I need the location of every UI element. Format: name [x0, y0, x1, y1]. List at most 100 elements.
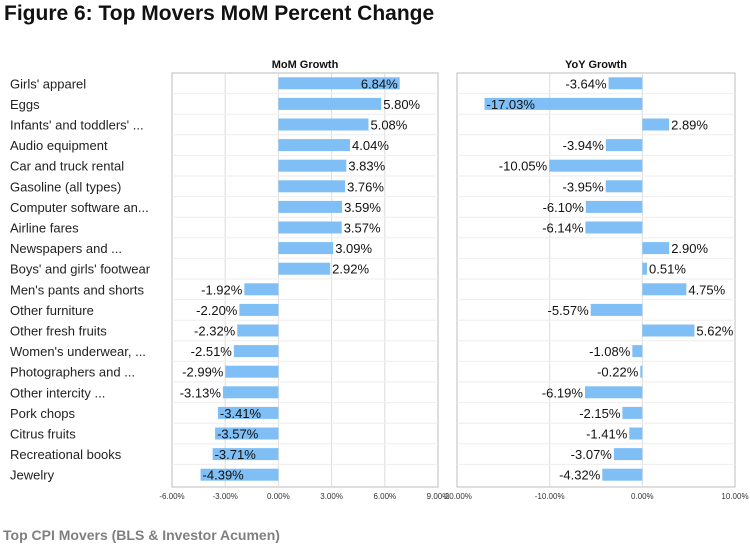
category-label: Car and truck rental — [10, 159, 124, 174]
data-label: -6.10% — [543, 200, 585, 215]
bar — [585, 200, 643, 213]
bar — [278, 139, 351, 152]
category-label: Photographers and ... — [10, 365, 135, 380]
data-label: 3.59% — [344, 200, 381, 215]
bar — [622, 406, 643, 419]
bar — [585, 221, 643, 234]
data-label: 0.51% — [649, 262, 686, 277]
data-label: 3.57% — [344, 221, 381, 236]
bar — [212, 448, 279, 461]
panel-title: MoM Growth — [272, 59, 339, 71]
data-label: -17.03% — [487, 97, 536, 112]
category-label: Airline fares — [10, 221, 79, 236]
category-label: Other intercity ... — [10, 385, 105, 400]
data-label: -1.41% — [586, 427, 628, 442]
bar — [584, 386, 643, 399]
bar — [602, 468, 643, 481]
tick-label: -10.00% — [535, 492, 565, 501]
source-footer: Top CPI Movers (BLS & Investor Acumen) — [3, 527, 280, 543]
data-label: -1.08% — [589, 344, 631, 359]
bar — [605, 180, 643, 193]
data-label: -2.51% — [191, 344, 233, 359]
category-label: Audio equipment — [10, 138, 108, 153]
figure-title: Figure 6: Top Movers MoM Percent Change — [4, 2, 435, 25]
data-label: 5.80% — [383, 97, 420, 112]
bar — [642, 283, 687, 296]
category-label: Other furniture — [10, 303, 94, 318]
data-label: 2.92% — [332, 262, 369, 277]
tick-label: -6.00% — [159, 492, 184, 501]
panel-frame — [456, 72, 736, 488]
tick-label: 0.00% — [267, 492, 290, 501]
tick-label: -3.00% — [213, 492, 238, 501]
bar — [233, 345, 279, 358]
bar — [278, 97, 382, 110]
bar — [244, 283, 279, 296]
bar — [629, 427, 643, 440]
category-label: Newspapers and ... — [10, 241, 122, 256]
data-label: 6.84% — [361, 76, 398, 91]
data-label: -3.71% — [215, 447, 257, 462]
category-label: Jewelry — [10, 468, 55, 483]
data-label: -2.20% — [196, 303, 238, 318]
bar — [549, 159, 643, 172]
data-label: 4.04% — [352, 138, 389, 153]
tick-label: 6.00% — [373, 492, 396, 501]
bar — [484, 97, 643, 110]
category-label: Other fresh fruits — [10, 324, 107, 339]
category-label: Boys' and girls' footwear — [10, 262, 151, 277]
data-label: -6.14% — [542, 221, 584, 236]
category-label: Infants' and toddlers' ... — [10, 118, 144, 133]
data-label: -3.07% — [571, 447, 613, 462]
category-label: Gasoline (all types) — [10, 179, 121, 194]
tick-label: 9.00% — [427, 492, 450, 501]
panel-title: YoY Growth — [565, 59, 627, 71]
tick-label: 10.00% — [721, 492, 748, 501]
data-label: 5.08% — [370, 118, 407, 133]
bar — [640, 365, 643, 378]
bar — [278, 221, 342, 234]
data-label: -6.19% — [542, 385, 584, 400]
data-label: 3.76% — [347, 179, 384, 194]
category-label: Girls' apparel — [10, 76, 86, 91]
bar — [278, 262, 331, 275]
bar — [608, 77, 643, 90]
tick-label: -20.00% — [442, 492, 472, 501]
bar — [642, 118, 670, 131]
bar — [217, 406, 279, 419]
category-label: Men's pants and shorts — [10, 282, 144, 297]
bar — [278, 180, 346, 193]
bar — [613, 448, 643, 461]
data-label: 3.09% — [335, 241, 372, 256]
top-movers-chart: Girls' apparel Eggs Infants' and toddlers'… — [10, 59, 749, 501]
bar — [237, 324, 279, 337]
bar — [642, 324, 695, 337]
data-label: -2.99% — [182, 365, 224, 380]
category-label: Eggs — [10, 97, 40, 112]
category-label: Women's underwear, ... — [10, 344, 146, 359]
category-label: Computer software an... — [10, 200, 149, 215]
bar — [642, 242, 670, 255]
bar — [278, 242, 334, 255]
data-label: -3.94% — [563, 138, 605, 153]
data-label: 2.89% — [671, 118, 708, 133]
bar — [225, 365, 279, 378]
bar — [590, 303, 643, 316]
data-label: -4.39% — [203, 468, 245, 483]
tick-label: 0.00% — [631, 492, 654, 501]
bar — [278, 159, 347, 172]
data-label: -3.95% — [563, 179, 605, 194]
bar — [215, 427, 279, 440]
data-label: -0.22% — [597, 365, 639, 380]
data-label: -3.64% — [565, 76, 607, 91]
tick-label: 3.00% — [320, 492, 343, 501]
bar — [222, 386, 279, 399]
data-label: 5.62% — [696, 324, 733, 339]
data-label: -5.57% — [548, 303, 590, 318]
bar — [642, 262, 648, 275]
bar — [278, 77, 400, 90]
bar — [239, 303, 279, 316]
data-label: -3.13% — [180, 385, 222, 400]
data-label: 2.90% — [671, 241, 708, 256]
data-label: -3.57% — [217, 427, 259, 442]
